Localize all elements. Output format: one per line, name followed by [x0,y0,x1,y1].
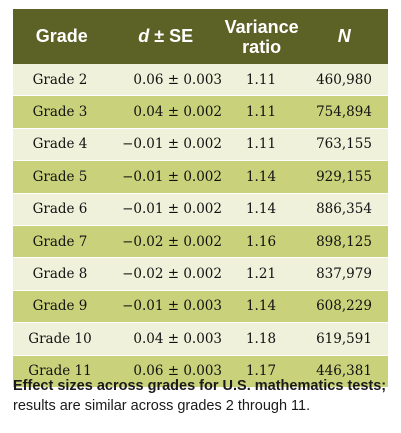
cell-grade: Grade 2 [32,71,88,88]
cell-effect-size: −0.02 ± 0.002 [122,233,222,250]
header-grade: Grade [35,26,88,46]
table-body: Grade 2 0.06 ± 0.003 1.11 460,980 Grade 3 0.0… [13,64,388,388]
table-row: Grade 3 0.04 ± 0.002 1.11 754,894 [13,96,388,129]
table-row: Grade 11 0.06 ± 0.003 1.17 446,381 [13,355,388,388]
cell-effect-size: 0.04 ± 0.002 [133,104,222,121]
table-row: Grade 2 0.06 ± 0.003 1.11 460,980 [13,64,388,97]
cell-effect-size: 0.06 ± 0.003 [133,363,222,380]
cell-variance-ratio: 1.17 [245,363,277,380]
cell-n: 929,155 [316,168,372,185]
cell-variance-ratio: 1.14 [245,168,277,185]
table-row: Grade 4 −0.01 ± 0.002 1.11 763,155 [13,128,388,162]
cell-n: 837,979 [316,266,372,283]
table-header: Grade d ± SE Variance ratio N [13,9,388,64]
cell-n: 460,980 [316,71,372,88]
cell-variance-ratio: 1.16 [245,233,277,250]
header-n: N [337,26,351,46]
table-row: Grade 8 −0.02 ± 0.002 1.21 837,979 [13,258,388,291]
header-d-se: d ± SE [109,26,223,47]
cell-n: 446,381 [316,363,372,380]
cell-variance-ratio: 1.18 [245,330,277,347]
effect-size-table: Grade d ± SE Variance ratio N Grade 2 0.0… [13,9,388,388]
cell-n: 763,155 [316,136,372,153]
table-row: Grade 10 0.04 ± 0.003 1.18 619,591 [13,323,388,356]
caption-normal: results are similar across grades 2 thro… [13,398,311,414]
cell-grade: Grade 3 [32,104,88,121]
cell-variance-ratio: 1.21 [245,266,277,283]
cell-grade: Grade 5 [32,168,88,185]
cell-n: 608,229 [316,298,372,315]
cell-variance-ratio: 1.14 [245,298,277,315]
table-row: Grade 9 −0.01 ± 0.003 1.14 608,229 [13,290,388,324]
table-caption: Effect sizes across grades for U.S. math… [13,376,393,416]
cell-grade: Grade 11 [28,363,92,380]
cell-effect-size: −0.01 ± 0.002 [122,136,222,153]
table-row: Grade 5 −0.01 ± 0.002 1.14 929,155 [13,161,388,194]
cell-grade: Grade 8 [32,266,88,283]
cell-grade: Grade 10 [28,330,92,347]
cell-n: 754,894 [316,104,372,121]
header-variance-ratio: Variance ratio [223,17,301,57]
header-se-label: ± SE [149,26,194,46]
table-row: Grade 6 −0.01 ± 0.002 1.14 886,354 [13,193,388,226]
cell-variance-ratio: 1.14 [245,201,277,218]
cell-grade: Grade 7 [32,233,88,250]
cell-n: 619,591 [316,330,372,347]
cell-n: 898,125 [316,233,372,250]
cell-effect-size: 0.04 ± 0.003 [133,330,222,347]
cell-effect-size: 0.06 ± 0.003 [133,71,222,88]
cell-variance-ratio: 1.11 [245,71,277,88]
cell-variance-ratio: 1.11 [245,104,277,121]
table-row: Grade 7 −0.02 ± 0.002 1.16 898,125 [13,225,388,259]
cell-effect-size: −0.01 ± 0.003 [122,298,222,315]
header-variance-line2: ratio [242,36,282,57]
cell-n: 886,354 [316,201,372,218]
cell-effect-size: −0.01 ± 0.002 [122,168,222,185]
cell-grade: Grade 9 [32,298,88,315]
cell-effect-size: −0.02 ± 0.002 [122,266,222,283]
cell-effect-size: −0.01 ± 0.002 [122,201,222,218]
caption-bold: Effect sizes across grades for U.S. math… [13,378,387,394]
cell-grade: Grade 4 [32,136,88,153]
header-d-symbol: d [138,26,150,46]
header-variance-line1: Variance [224,16,299,37]
cell-variance-ratio: 1.11 [245,136,277,153]
cell-grade: Grade 6 [32,201,88,218]
